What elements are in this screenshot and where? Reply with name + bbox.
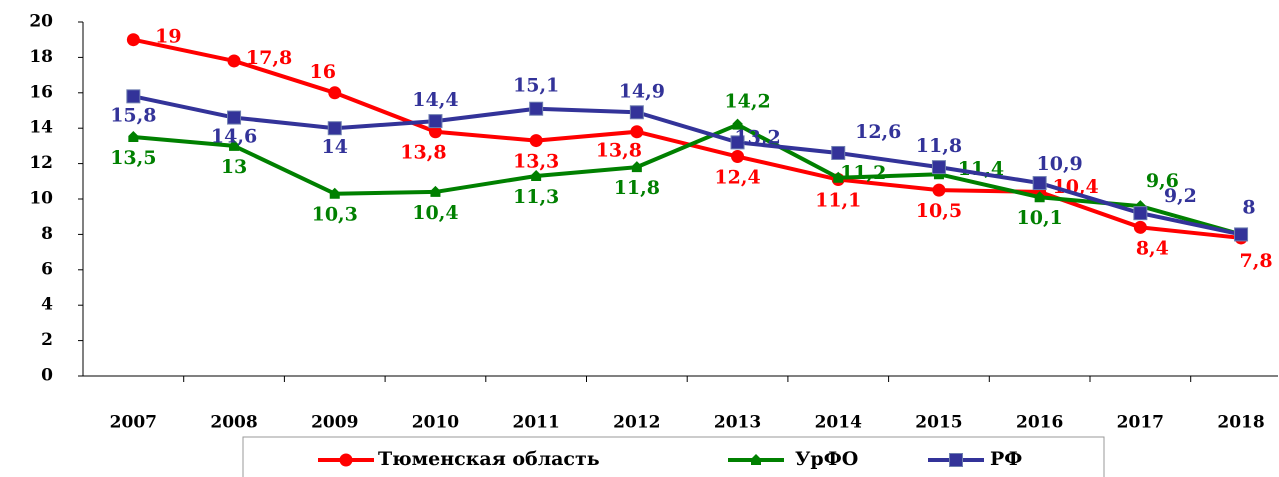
legend-marker bbox=[751, 454, 761, 465]
value-label: 11,8 bbox=[916, 135, 962, 157]
point-marker bbox=[531, 169, 542, 181]
value-label: 13,8 bbox=[400, 142, 446, 164]
point-marker bbox=[1234, 227, 1249, 242]
x-tick-label: 2011 bbox=[512, 413, 559, 433]
point-marker bbox=[631, 161, 642, 173]
value-label: 14,4 bbox=[412, 89, 458, 111]
value-label: 13,8 bbox=[596, 140, 642, 162]
point-marker bbox=[227, 54, 241, 68]
point-marker bbox=[428, 114, 443, 129]
value-label: 14,2 bbox=[724, 91, 770, 113]
value-label: 13,3 bbox=[513, 151, 559, 173]
x-tick-label: 2007 bbox=[110, 413, 157, 433]
value-label: 13,2 bbox=[734, 126, 780, 148]
point-marker bbox=[630, 125, 644, 139]
y-tick-label: 12 bbox=[29, 153, 53, 173]
series-line bbox=[132, 94, 1242, 237]
y-tick-label: 4 bbox=[41, 295, 53, 315]
point-marker bbox=[833, 171, 844, 183]
point-marker bbox=[126, 89, 141, 104]
legend-label: РФ bbox=[990, 448, 1022, 470]
value-label: 10,5 bbox=[916, 200, 962, 222]
value-label: 11,3 bbox=[513, 186, 559, 208]
value-label: 10,1 bbox=[1017, 207, 1063, 229]
value-label: 9,2 bbox=[1164, 185, 1197, 207]
point-marker bbox=[128, 131, 139, 143]
legend-label: Тюменская область bbox=[378, 448, 600, 470]
value-label: 9,6 bbox=[1146, 170, 1179, 192]
value-label: 10,3 bbox=[312, 204, 358, 226]
point-marker bbox=[327, 121, 342, 136]
x-tick-label: 2013 bbox=[714, 413, 761, 433]
series-line bbox=[133, 122, 1242, 237]
value-label: 10,9 bbox=[1037, 153, 1083, 175]
point-marker bbox=[430, 185, 441, 197]
value-label: 14,6 bbox=[211, 126, 257, 148]
value-label: 13,5 bbox=[110, 147, 156, 169]
point-marker bbox=[932, 183, 946, 197]
x-tick-label: 2010 bbox=[412, 413, 459, 433]
x-tick-label: 2009 bbox=[311, 413, 358, 433]
point-marker bbox=[529, 134, 543, 148]
y-tick-label: 2 bbox=[41, 330, 53, 350]
point-marker bbox=[328, 86, 342, 100]
y-tick-label: 20 bbox=[29, 12, 53, 32]
value-label: 11,2 bbox=[840, 162, 886, 184]
point-marker bbox=[428, 125, 442, 139]
y-tick-label: 8 bbox=[41, 224, 53, 244]
x-tick-label: 2012 bbox=[613, 413, 660, 433]
value-label: 16 bbox=[310, 61, 336, 83]
point-marker bbox=[227, 110, 242, 125]
x-tick-label: 2008 bbox=[210, 413, 257, 433]
value-label: 12,6 bbox=[855, 121, 901, 143]
value-label: 13 bbox=[221, 156, 247, 178]
point-marker bbox=[126, 33, 140, 47]
point-marker bbox=[1032, 176, 1047, 191]
point-marker bbox=[1133, 220, 1147, 234]
legend-marker bbox=[339, 453, 353, 467]
value-label: 14 bbox=[322, 136, 348, 158]
point-marker bbox=[229, 139, 240, 151]
y-tick-label: 10 bbox=[29, 189, 53, 209]
x-tick-label: 2014 bbox=[815, 413, 862, 433]
point-marker bbox=[1034, 191, 1045, 203]
point-marker bbox=[732, 118, 743, 130]
value-label: 17,8 bbox=[246, 47, 292, 69]
y-tick-label: 6 bbox=[41, 259, 53, 279]
point-marker bbox=[931, 160, 946, 175]
y-tick-label: 16 bbox=[29, 82, 53, 102]
point-marker bbox=[629, 105, 644, 120]
x-tick-label: 2018 bbox=[1217, 413, 1264, 433]
value-label: 14,9 bbox=[619, 80, 665, 102]
x-tick-label: 2017 bbox=[1117, 413, 1164, 433]
point-marker bbox=[329, 187, 340, 199]
x-tick-label: 2015 bbox=[915, 413, 962, 433]
value-label: 11,1 bbox=[815, 190, 861, 212]
legend-marker bbox=[949, 453, 963, 467]
point-marker bbox=[1133, 206, 1148, 221]
value-label: 19 bbox=[155, 26, 181, 48]
value-label: 8,4 bbox=[1136, 237, 1169, 259]
value-label: 8 bbox=[1242, 196, 1255, 218]
series-line bbox=[132, 37, 1242, 240]
point-marker bbox=[731, 150, 745, 164]
x-tick-label: 2016 bbox=[1016, 413, 1063, 433]
value-label: 15,8 bbox=[110, 104, 156, 126]
point-marker bbox=[831, 145, 846, 160]
value-label: 12,4 bbox=[714, 167, 760, 189]
legend-label: УрФО bbox=[795, 448, 858, 470]
y-tick-label: 0 bbox=[41, 366, 53, 386]
legend-box bbox=[242, 436, 1105, 477]
value-label: 10,4 bbox=[412, 202, 458, 224]
point-marker bbox=[529, 101, 544, 116]
point-marker bbox=[730, 135, 745, 150]
value-label: 11,8 bbox=[614, 177, 660, 199]
y-tick-label: 18 bbox=[29, 47, 53, 67]
y-tick-label: 14 bbox=[29, 118, 53, 138]
value-label: 15,1 bbox=[513, 75, 559, 97]
value-label: 7,8 bbox=[1240, 250, 1273, 272]
